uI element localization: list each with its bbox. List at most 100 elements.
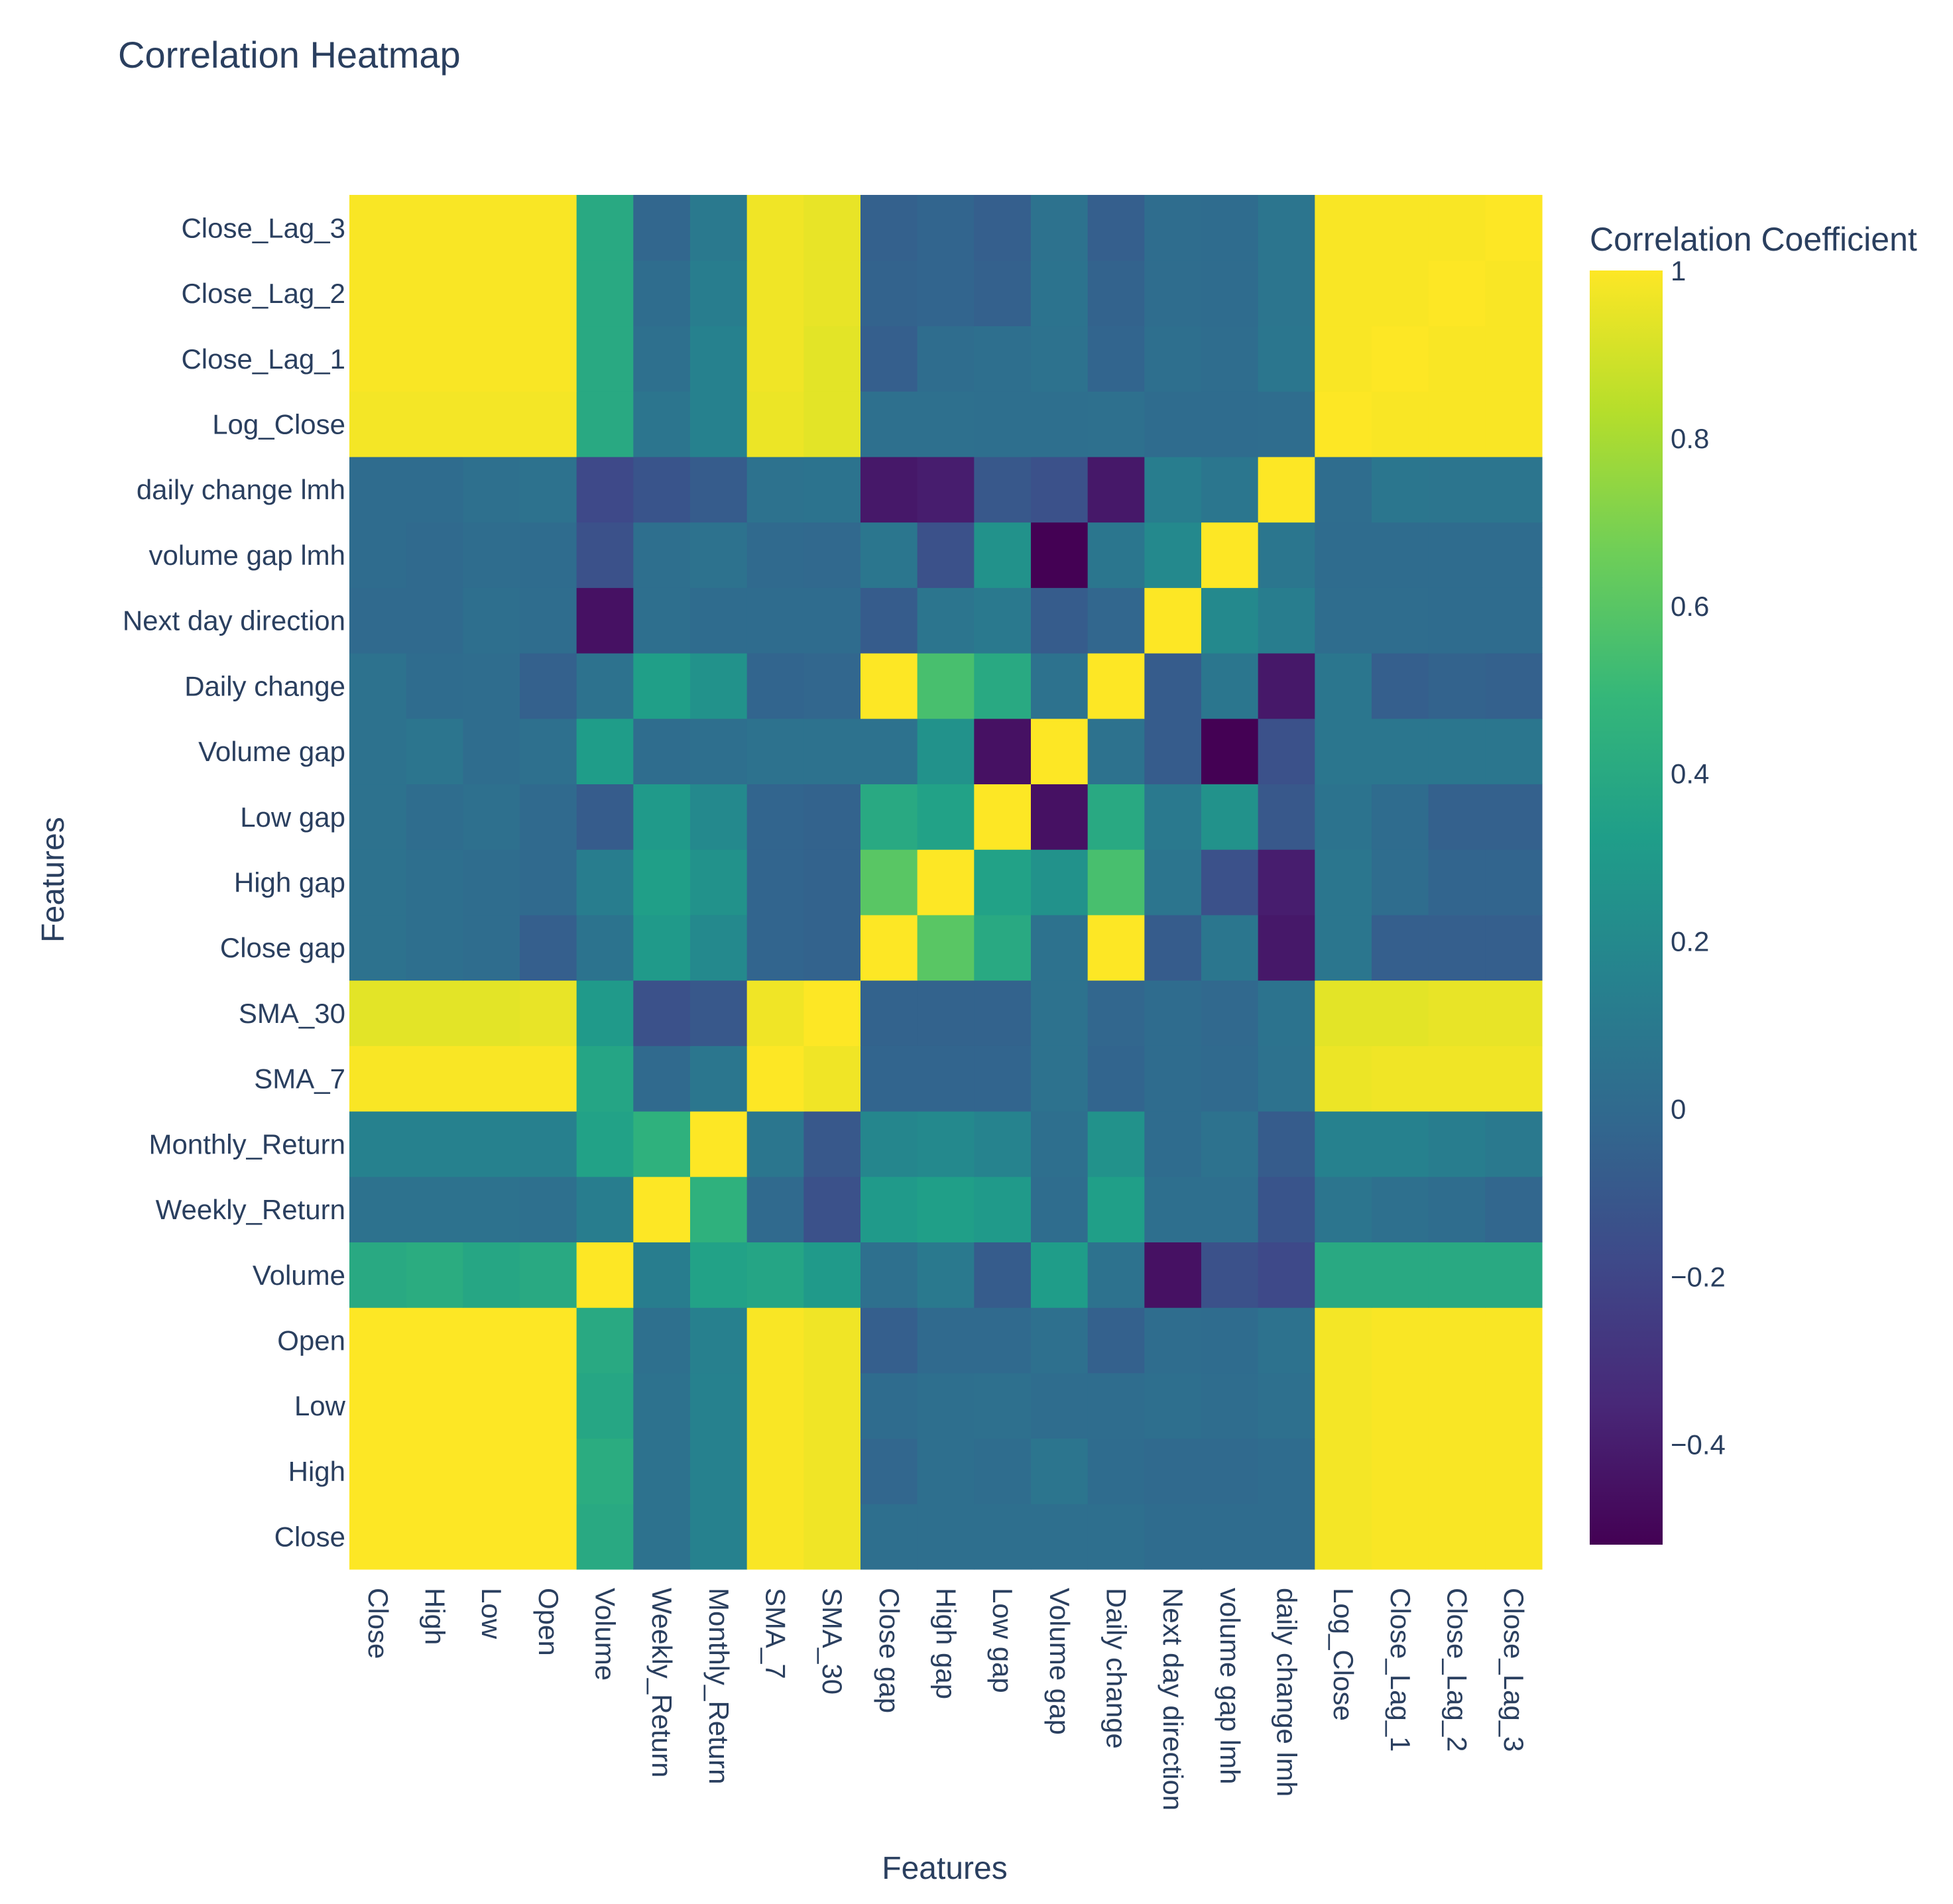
heatmap-cell-close-lag-2-close-lag-2 — [1428, 260, 1486, 327]
x-tick-label-volume-gap: Volume gap — [1044, 1588, 1075, 1735]
x-tick-label-close: Close — [363, 1588, 394, 1659]
heatmap-cell-volume-gap-log-close — [1315, 718, 1372, 785]
heatmap-cell-volume-close-lag-3 — [1485, 1242, 1543, 1308]
y-tick-label-volume-gap: Volume gap — [198, 736, 345, 767]
heatmap-cell-close-high-gap — [917, 1504, 975, 1570]
heatmap-cell-low-gap-monthly-return — [690, 784, 748, 850]
heatmap-cell-open-weekly-return — [633, 1307, 691, 1374]
heatmap-cell-next-day-direction-next-day-direction — [1144, 587, 1202, 654]
heatmap-cell-close-daily-change — [1087, 1504, 1145, 1570]
heatmap-cell-high-gap-next-day-direction — [1144, 849, 1202, 916]
heatmap-cell-close-low-gap — [974, 1504, 1032, 1570]
heatmap-cell-open-close-lag-3 — [1485, 1307, 1543, 1374]
y-tick-label-high: High — [288, 1456, 345, 1487]
heatmap-cell-low-daily-change-lmh — [1258, 1372, 1315, 1439]
colorbar — [1590, 270, 1663, 1545]
y-tick-label-monthly-return: Monthly_Return — [149, 1128, 345, 1160]
heatmap-cell-next-day-direction-weekly-return — [633, 587, 691, 654]
heatmap-cell-high-daily-change — [1087, 1438, 1145, 1504]
heatmap-cell-volume-high-gap — [917, 1242, 975, 1308]
x-tick-label-volume: Volume — [590, 1588, 621, 1681]
heatmap-cell-monthly-return-close-lag-3 — [1485, 1111, 1543, 1177]
heatmap-cell-close-lag-1-next-day-direction — [1144, 326, 1202, 392]
heatmap-cell-close-monthly-return — [690, 1504, 748, 1570]
heatmap-cell-weekly-return-high-gap — [917, 1176, 975, 1243]
heatmap-cell-next-day-direction-open — [520, 587, 577, 654]
y-tick-label-open: Open — [277, 1325, 345, 1356]
heatmap-cell-volume-gap-close-lag-3 — [1485, 718, 1543, 785]
y-tick-label-high-gap: High gap — [234, 867, 345, 898]
heatmap-cell-next-day-direction-low-gap — [974, 587, 1032, 654]
heatmap-cell-low-low — [463, 1372, 520, 1439]
heatmap-cell-log-close-volume-gap — [1031, 391, 1089, 457]
heatmap-cell-high-monthly-return — [690, 1438, 748, 1504]
heatmap-cell-volume-low-gap — [974, 1242, 1032, 1308]
heatmap-cell-low-gap-open — [520, 784, 577, 850]
heatmap-cell-weekly-return-low-gap — [974, 1176, 1032, 1243]
heatmap-cell-close-lag-1-volume-gap-lmh — [1201, 326, 1259, 392]
heatmap-cell-weekly-return-close-lag-3 — [1485, 1176, 1543, 1243]
heatmap-cell-sma-7-sma-7 — [746, 1045, 804, 1112]
heatmap-cell-weekly-return-close — [349, 1176, 407, 1243]
heatmap-cell-open-close-lag-1 — [1372, 1307, 1429, 1374]
heatmap-cell-monthly-return-daily-change — [1087, 1111, 1145, 1177]
heatmap-cell-low-weekly-return — [633, 1372, 691, 1439]
heatmap-cell-sma-30-close-gap — [860, 980, 918, 1046]
x-tick-label-close-lag-1: Close_Lag_1 — [1385, 1588, 1416, 1752]
heatmap-cell-weekly-return-sma-7 — [746, 1176, 804, 1243]
heatmap-cell-close-gap-open — [520, 914, 577, 981]
heatmap-cell-close-log-close — [1315, 1504, 1372, 1570]
heatmap-cell-low-gap-volume — [576, 784, 634, 850]
y-axis-title: Features — [36, 817, 71, 942]
heatmap-cell-volume-gap-low-gap — [974, 718, 1032, 785]
heatmap-cell-sma-30-volume-gap — [1031, 980, 1089, 1046]
heatmap-cell-high-gap-log-close — [1315, 849, 1372, 916]
heatmap-cell-daily-change-lmh-close-lag-3 — [1485, 456, 1543, 523]
heatmap-cell-low-sma-7 — [746, 1372, 804, 1439]
x-axis-title: Features — [882, 1851, 1007, 1886]
heatmap-cell-monthly-return-close-lag-2 — [1428, 1111, 1486, 1177]
heatmap-cell-monthly-return-open — [520, 1111, 577, 1177]
x-tick-label-sma-7: SMA_7 — [760, 1588, 792, 1679]
heatmap-cell-daily-change-lmh-next-day-direction — [1144, 456, 1202, 523]
heatmap-cell-volume-gap-close-lag-1 — [1372, 718, 1429, 785]
heatmap-cell-monthly-return-close-lag-1 — [1372, 1111, 1429, 1177]
heatmap-cell-daily-change-lmh-close-lag-1 — [1372, 456, 1429, 523]
heatmap-cell-log-close-sma-30 — [803, 391, 861, 457]
heatmap-cell-high-gap-sma-30 — [803, 849, 861, 916]
heatmap-cell-daily-change-weekly-return — [633, 653, 691, 719]
heatmap-cell-sma-7-close-lag-2 — [1428, 1045, 1486, 1112]
heatmap-cell-volume-gap-high-gap — [917, 718, 975, 785]
heatmap-cell-daily-change-lmh-low — [463, 456, 520, 523]
heatmap-cell-daily-change-high-gap — [917, 653, 975, 719]
heatmap-cell-low-gap-weekly-return — [633, 784, 691, 850]
y-tick-label-daily-change-lmh: daily change lmh — [137, 474, 345, 505]
y-tick-label-close: Close — [274, 1521, 345, 1553]
heatmap-cell-daily-change-low-gap — [974, 653, 1032, 719]
heatmap-cell-low-high — [406, 1372, 463, 1439]
heatmap-cell-sma-7-open — [520, 1045, 577, 1112]
heatmap-cell-close-lag-2-monthly-return — [690, 260, 748, 327]
heatmap-cell-close-volume — [576, 1504, 634, 1570]
heatmap-cell-low-gap-next-day-direction — [1144, 784, 1202, 850]
heatmap-cell-close-gap-volume-gap-lmh — [1201, 914, 1259, 981]
heatmap-cell-next-day-direction-low — [463, 587, 520, 654]
heatmap-cell-close-lag-2-open — [520, 260, 577, 327]
heatmap-cell-daily-change-lmh-daily-change-lmh — [1258, 456, 1315, 523]
heatmap-cell-daily-change-monthly-return — [690, 653, 748, 719]
heatmap-cell-close-lag-1-open — [520, 326, 577, 392]
heatmap-cell-sma-30-high — [406, 980, 463, 1046]
heatmap-cell-high-sma-7 — [746, 1438, 804, 1504]
heatmap-cell-sma-30-close-lag-3 — [1485, 980, 1543, 1046]
heatmap-cell-high-sma-30 — [803, 1438, 861, 1504]
heatmap-cell-open-sma-7 — [746, 1307, 804, 1374]
heatmap-cell-high-close — [349, 1438, 407, 1504]
heatmap-cell-high-gap-daily-change-lmh — [1258, 849, 1315, 916]
heatmap-cell-low-gap-close-lag-3 — [1485, 784, 1543, 850]
heatmap-cell-log-close-close-lag-1 — [1372, 391, 1429, 457]
heatmap-cell-close-lag-1-log-close — [1315, 326, 1372, 392]
heatmap-cell-sma-7-next-day-direction — [1144, 1045, 1202, 1112]
heatmap-cell-volume-sma-30 — [803, 1242, 861, 1308]
heatmap-cell-sma-7-weekly-return — [633, 1045, 691, 1112]
heatmap-cell-close-lag-2-daily-change — [1087, 260, 1145, 327]
